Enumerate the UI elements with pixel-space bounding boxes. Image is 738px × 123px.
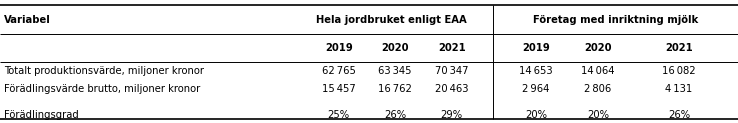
Text: 2020: 2020	[584, 43, 612, 53]
Text: 14 653: 14 653	[519, 66, 553, 76]
Text: 29%: 29%	[441, 110, 463, 120]
Text: 2019: 2019	[522, 43, 550, 53]
Text: 16 762: 16 762	[378, 84, 412, 94]
Text: 2021: 2021	[665, 43, 693, 53]
Text: 4 131: 4 131	[666, 84, 692, 94]
Text: Hela jordbruket enligt EAA: Hela jordbruket enligt EAA	[316, 15, 466, 25]
Text: 26%: 26%	[384, 110, 406, 120]
Text: 20 463: 20 463	[435, 84, 469, 94]
Text: 14 064: 14 064	[581, 66, 615, 76]
Text: Företag med inriktning mjölk: Företag med inriktning mjölk	[533, 15, 698, 25]
Text: Förädlingsvärde brutto, miljoner kronor: Förädlingsvärde brutto, miljoner kronor	[4, 84, 201, 94]
Text: 70 347: 70 347	[435, 66, 469, 76]
Text: 20%: 20%	[525, 110, 547, 120]
Text: 2021: 2021	[438, 43, 466, 53]
Text: 2019: 2019	[325, 43, 353, 53]
Text: Variabel: Variabel	[4, 15, 51, 25]
Text: 2020: 2020	[381, 43, 409, 53]
Text: 2 806: 2 806	[584, 84, 611, 94]
Text: 26%: 26%	[668, 110, 690, 120]
Text: 2 964: 2 964	[522, 84, 550, 94]
Text: 15 457: 15 457	[322, 84, 356, 94]
Text: Totalt produktionsvärde, miljoner kronor: Totalt produktionsvärde, miljoner kronor	[4, 66, 204, 76]
Text: 63 345: 63 345	[378, 66, 412, 76]
Text: Förädlingsgrad: Förädlingsgrad	[4, 110, 79, 120]
Text: 25%: 25%	[328, 110, 350, 120]
Text: 62 765: 62 765	[322, 66, 356, 76]
Text: 16 082: 16 082	[662, 66, 696, 76]
Text: 20%: 20%	[587, 110, 609, 120]
